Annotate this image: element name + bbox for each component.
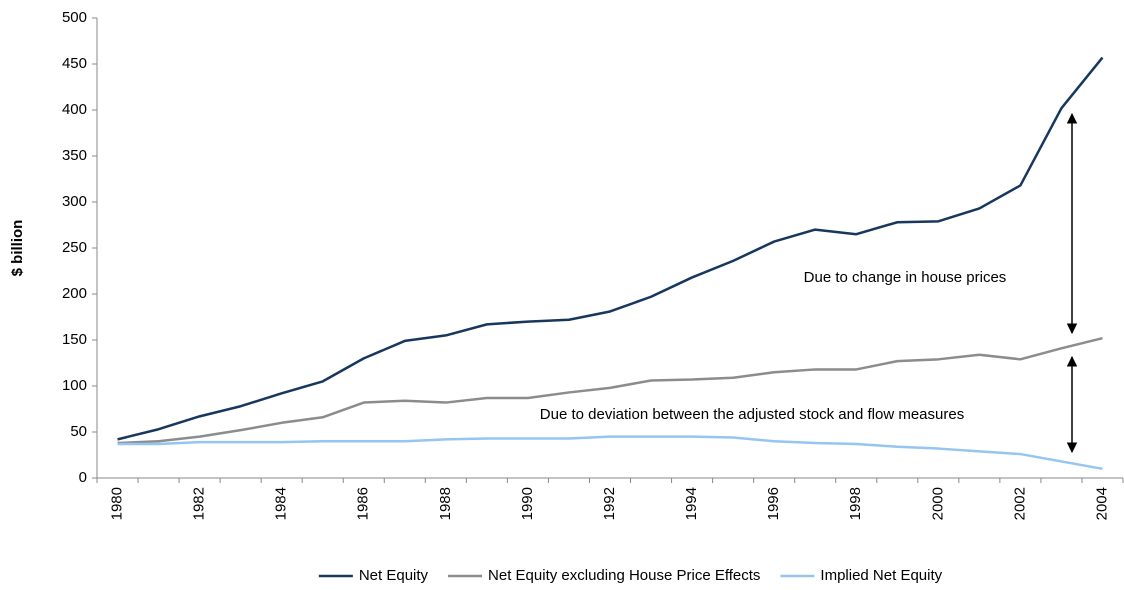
- annotation: Due to change in house prices: [804, 269, 1007, 286]
- series-line: [117, 336, 1103, 445]
- x-tick-label: 1994: [683, 487, 700, 520]
- y-tick-label: 450: [62, 55, 87, 72]
- x-tick-label: 2002: [1011, 487, 1028, 520]
- series-line: [117, 56, 1104, 441]
- x-tick-label: 1992: [601, 487, 618, 520]
- x-tick-label: 1988: [437, 487, 454, 520]
- y-tick-label: 500: [62, 9, 87, 26]
- y-tick-label: 350: [62, 147, 87, 164]
- legend-label: Implied Net Equity: [820, 567, 942, 584]
- y-axis-label: $ billion: [9, 220, 26, 277]
- annotation: Due to deviation between the adjusted st…: [540, 406, 964, 423]
- y-tick-label: 50: [70, 423, 87, 440]
- y-tick-label: 0: [79, 469, 87, 486]
- x-tick-label: 1982: [191, 487, 208, 520]
- x-tick-label: 2000: [929, 487, 946, 520]
- x-tick-label: 1998: [847, 487, 864, 520]
- y-tick-label: 400: [62, 101, 87, 118]
- y-tick-label: 250: [62, 239, 87, 256]
- x-tick-label: 2004: [1093, 487, 1110, 520]
- x-tick-label: 1984: [273, 487, 290, 520]
- y-tick-label: 200: [62, 285, 87, 302]
- x-tick-label: 1996: [765, 487, 782, 520]
- y-tick-label: 300: [62, 193, 87, 210]
- y-tick-label: 100: [62, 377, 87, 394]
- x-tick-label: 1990: [519, 487, 536, 520]
- x-tick-label: 1980: [108, 487, 125, 520]
- legend-label: Net Equity: [359, 567, 429, 584]
- x-tick-label: 1986: [355, 487, 372, 520]
- series-line: [117, 435, 1103, 471]
- y-tick-label: 150: [62, 331, 87, 348]
- legend-label: Net Equity excluding House Price Effects: [488, 567, 760, 584]
